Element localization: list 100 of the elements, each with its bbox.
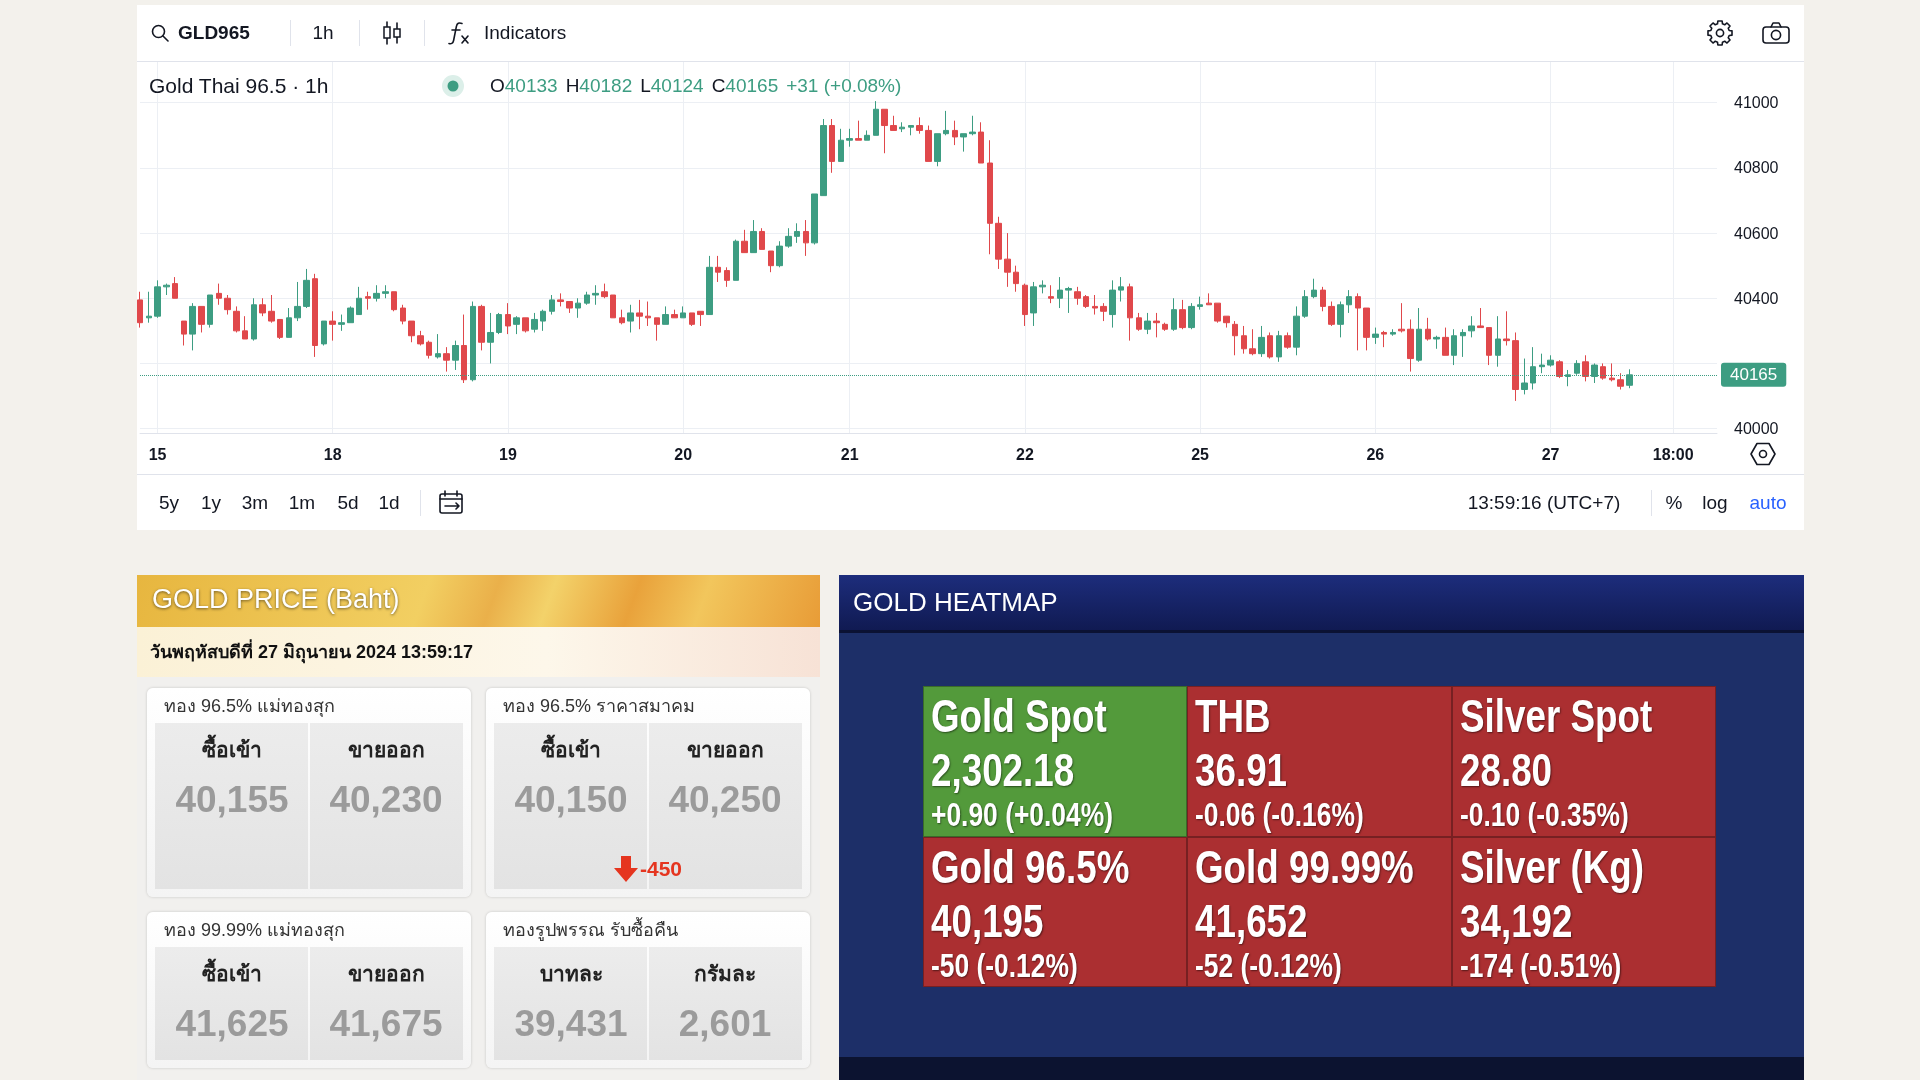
text: 1m bbox=[288, 492, 316, 514]
text: 2,601 bbox=[678, 1002, 772, 1046]
y-tick-label: 40600 bbox=[1734, 224, 1779, 242]
candlestick bbox=[1197, 296, 1203, 311]
candlestick bbox=[1127, 283, 1133, 342]
candlestick bbox=[522, 317, 529, 333]
candlestick bbox=[303, 268, 310, 309]
candlestick bbox=[391, 291, 397, 312]
annotation: L40124 bbox=[640, 75, 704, 97]
candlestick bbox=[601, 283, 608, 299]
candlestick bbox=[1057, 276, 1063, 309]
candlestick bbox=[373, 284, 380, 303]
candlestick bbox=[969, 115, 976, 136]
candlestick bbox=[592, 284, 599, 306]
candlestick bbox=[750, 219, 757, 254]
candlestick bbox=[1302, 289, 1308, 319]
text: GLD965 bbox=[178, 22, 250, 44]
text: GOLD PRICE (Baht) bbox=[152, 584, 400, 616]
candlestick bbox=[890, 115, 897, 131]
candlestick bbox=[697, 310, 704, 327]
candlestick bbox=[146, 291, 152, 324]
candlestick bbox=[662, 305, 669, 325]
text: 41,675 bbox=[329, 1002, 443, 1046]
text: Gold Spot bbox=[931, 689, 1107, 743]
candlestick bbox=[294, 281, 301, 322]
annotation: C40165 bbox=[711, 75, 779, 97]
candlestick bbox=[1258, 325, 1265, 358]
candlestick bbox=[426, 340, 432, 360]
candlestick bbox=[689, 312, 695, 327]
text: 40,195 bbox=[931, 894, 1044, 947]
text: Silver (Kg) bbox=[1459, 840, 1644, 893]
candlestick bbox=[619, 309, 625, 325]
text: -52 (-0.12%) bbox=[1195, 946, 1343, 985]
candlestick bbox=[794, 222, 800, 244]
candlestick bbox=[1600, 362, 1606, 381]
candlestick bbox=[1144, 312, 1151, 335]
candlestick bbox=[1013, 265, 1019, 293]
candlestick bbox=[1442, 327, 1449, 356]
candlestick bbox=[1293, 305, 1300, 356]
candlestick bbox=[1136, 312, 1142, 332]
candlestick bbox=[785, 227, 792, 249]
candlestick bbox=[259, 297, 266, 317]
text: 28.80 bbox=[1459, 743, 1552, 797]
candlestick bbox=[268, 294, 275, 324]
candlestick bbox=[1547, 354, 1554, 368]
candlestick bbox=[1390, 328, 1396, 337]
candlestick bbox=[181, 320, 187, 347]
candlestick bbox=[549, 294, 555, 316]
candlestick bbox=[733, 239, 739, 281]
candlestick bbox=[1433, 335, 1440, 350]
text: 41,652 bbox=[1195, 894, 1308, 947]
candlestick bbox=[925, 125, 932, 162]
candlestick bbox=[1320, 286, 1326, 312]
candlestick bbox=[1398, 302, 1405, 333]
candlestick bbox=[1249, 328, 1256, 356]
candlestick bbox=[207, 294, 213, 329]
candlestick bbox=[1495, 315, 1501, 368]
candlestick bbox=[724, 266, 730, 288]
x-tick-label: 27 bbox=[1541, 446, 1560, 463]
text: GOLD HEATMAP bbox=[853, 587, 1058, 618]
x-tick-label: 26 bbox=[1366, 446, 1385, 463]
text: 36.91 bbox=[1195, 743, 1288, 797]
text: -0.06 (-0.16%) bbox=[1195, 796, 1365, 834]
candlestick bbox=[943, 110, 949, 136]
candlestick bbox=[1214, 302, 1221, 324]
text: -0.10 (-0.35%) bbox=[1459, 796, 1629, 834]
candlestick bbox=[627, 304, 634, 333]
candlestick bbox=[575, 297, 581, 319]
candlestick bbox=[1503, 310, 1510, 347]
annotation: O40133 bbox=[490, 75, 558, 97]
y-tick-label: 41000 bbox=[1734, 94, 1779, 112]
candlestick bbox=[1179, 299, 1186, 330]
text: ทอง 96.5% แม่ทองสุก bbox=[164, 695, 336, 717]
candlestick bbox=[1337, 301, 1344, 338]
text: ขายออก bbox=[686, 737, 764, 763]
text: ขายออก bbox=[347, 961, 425, 987]
candlestick bbox=[461, 314, 467, 384]
candlestick bbox=[1267, 331, 1273, 360]
text: Gold 99.99% bbox=[1195, 840, 1415, 893]
candlestick bbox=[1468, 315, 1475, 338]
candlestick bbox=[1328, 301, 1335, 327]
candlestick bbox=[312, 273, 318, 358]
candlestick bbox=[1100, 302, 1107, 322]
candlestick bbox=[1363, 307, 1370, 351]
candlestick bbox=[645, 301, 651, 327]
candlestick bbox=[356, 286, 362, 316]
candlestick bbox=[1512, 331, 1519, 402]
candlestick bbox=[820, 118, 827, 197]
candlestick bbox=[154, 279, 161, 319]
candlestick bbox=[952, 120, 958, 146]
candlestick bbox=[654, 317, 660, 342]
candlestick bbox=[1486, 327, 1492, 366]
text: 34,192 bbox=[1459, 894, 1573, 947]
candlestick bbox=[680, 305, 686, 319]
candlestick bbox=[1232, 320, 1238, 356]
candlestick bbox=[1004, 232, 1011, 288]
y-tick-label: 40000 bbox=[1734, 420, 1779, 438]
candlestick bbox=[1118, 276, 1124, 303]
candlestick bbox=[987, 139, 993, 255]
text: log bbox=[1702, 492, 1728, 514]
